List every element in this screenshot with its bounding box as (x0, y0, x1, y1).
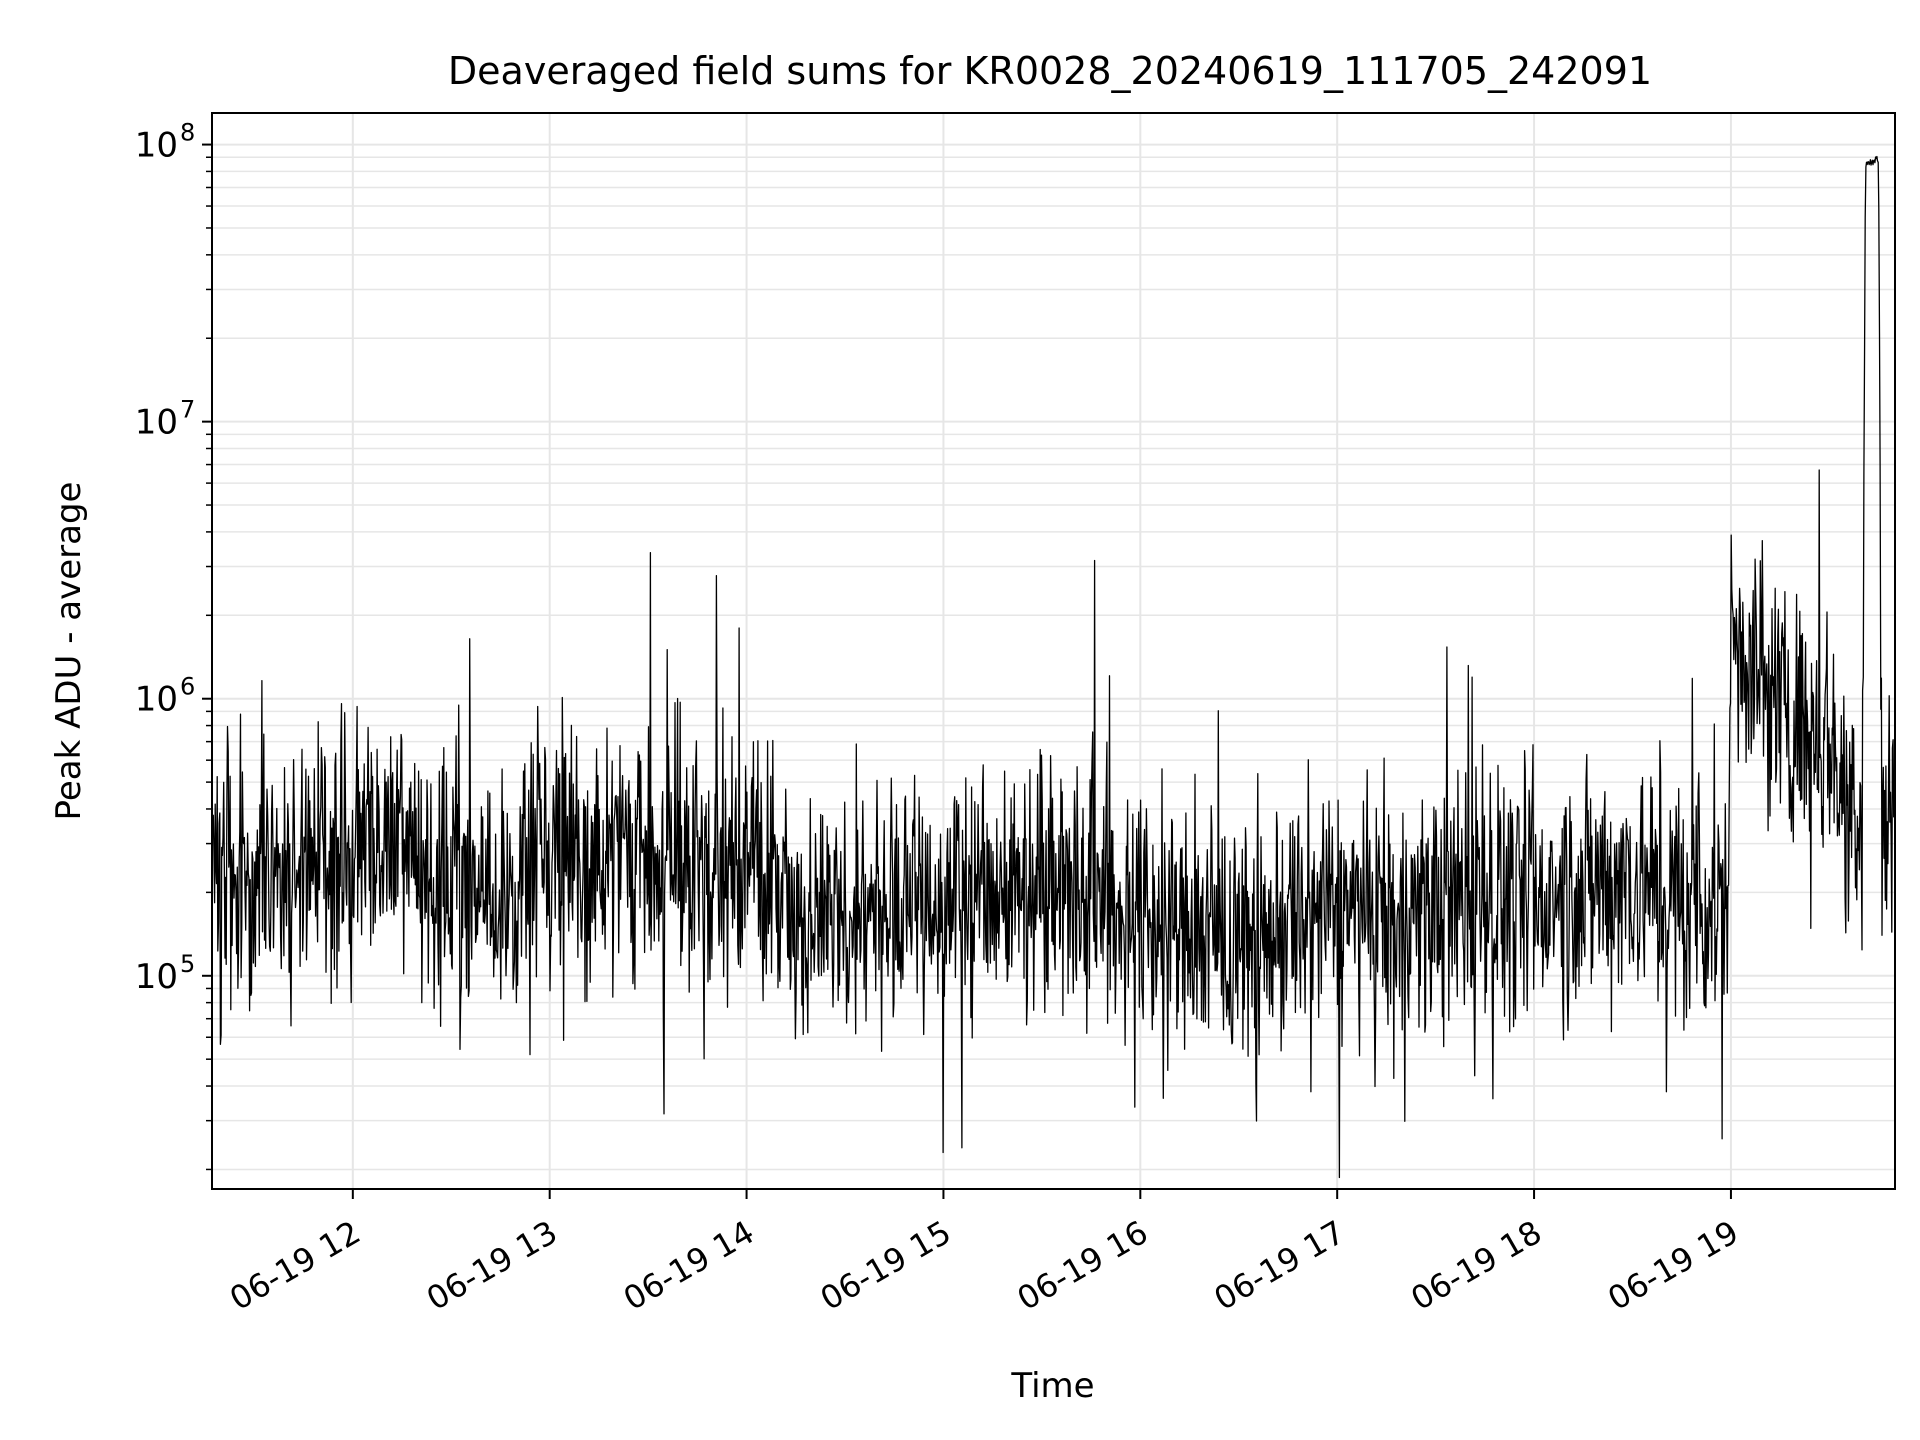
y-tick-label-exponent: 6 (180, 673, 195, 701)
x-tick-label: 06-19 12 (223, 1213, 367, 1318)
chart-title: Deaveraged field sums for KR0028_2024061… (448, 49, 1652, 93)
x-tick-label: 06-19 14 (617, 1213, 761, 1318)
x-axis-label: Time (1010, 1366, 1094, 1406)
x-tick-label: 06-19 15 (814, 1213, 958, 1318)
x-tick-label: 06-19 18 (1404, 1213, 1548, 1318)
data-series (211, 155, 1896, 1179)
data-line (211, 155, 1896, 1179)
plot-area-frame (211, 112, 1896, 1190)
y-tick-label: 10 (135, 126, 178, 166)
x-tick-label: 06-19 16 (1011, 1213, 1155, 1318)
x-tick-label: 06-19 19 (1601, 1213, 1745, 1318)
y-tick-label: 10 (135, 403, 178, 443)
x-tick-label: 06-19 13 (420, 1213, 564, 1318)
y-tick-label: 10 (135, 680, 178, 720)
y-tick-label-exponent: 7 (180, 396, 195, 424)
y-tick-label: 10 (135, 957, 178, 997)
x-tick-label: 06-19 17 (1208, 1213, 1352, 1318)
y-axis-label: Peak ADU - average (49, 482, 89, 821)
grid (212, 113, 1895, 1189)
y-tick-label-exponent: 8 (180, 119, 195, 147)
y-tick-label-exponent: 5 (180, 950, 195, 978)
